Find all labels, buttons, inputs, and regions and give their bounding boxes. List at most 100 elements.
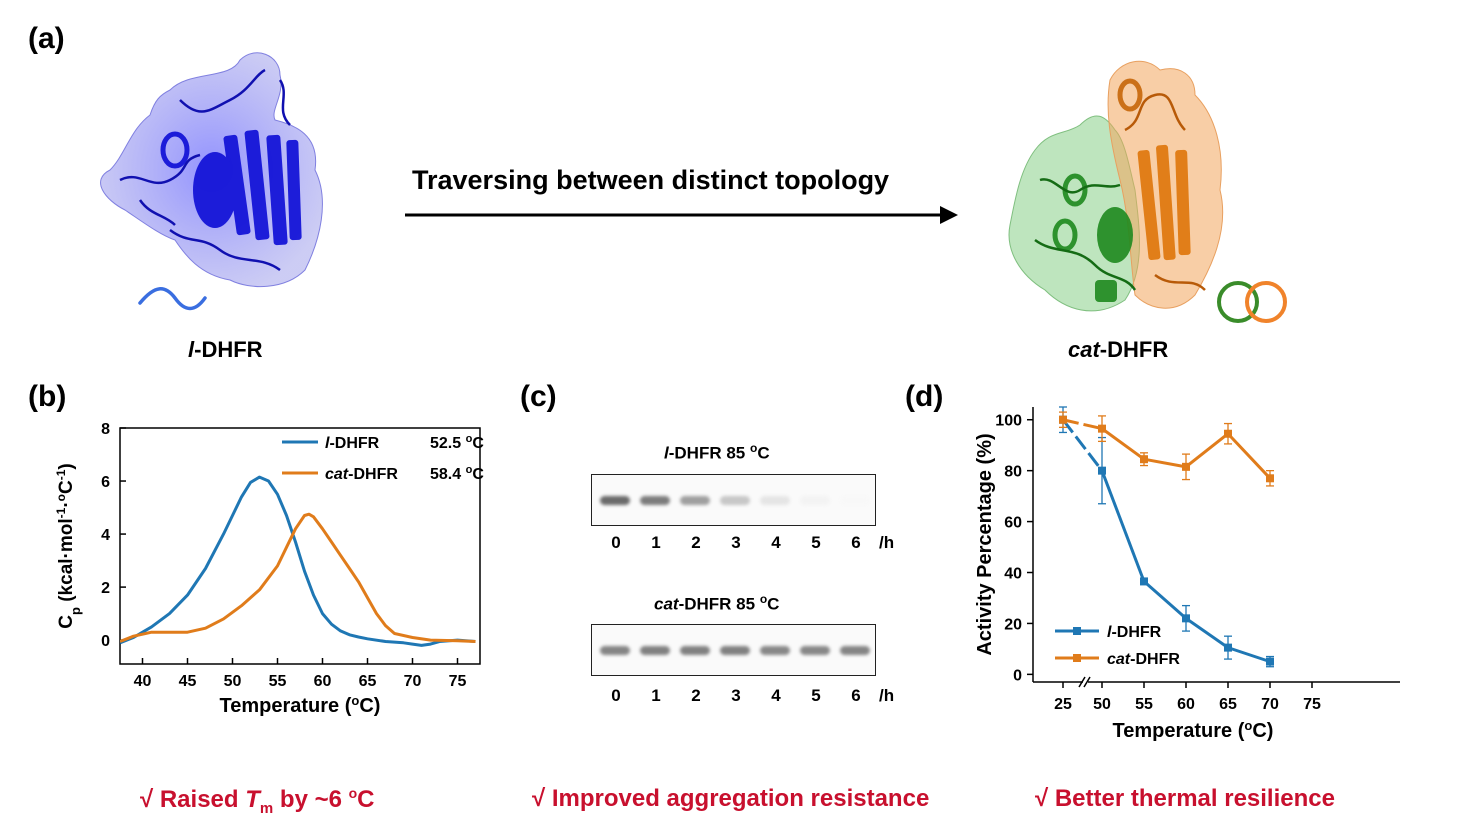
gel-band: [680, 646, 710, 655]
x-tick-label: 60: [1177, 696, 1195, 713]
lane-label: 2: [691, 533, 701, 552]
y-tick-label: 8: [101, 421, 110, 438]
y-tick-label: 2: [101, 580, 110, 597]
series-segment-0: [1227, 646, 1271, 664]
data-point-1: [1059, 415, 1067, 424]
lane-label: 1: [651, 533, 661, 552]
x-tick-label: 70: [1261, 696, 1279, 713]
lane-label: 4: [771, 686, 781, 705]
y-tick-label: 0: [101, 633, 110, 650]
x-tick-label: 25: [1054, 696, 1072, 713]
axis-break-mark: [1078, 676, 1086, 688]
gel2-lane-labels: 0 1 2 3 4 5 6/h: [591, 686, 901, 710]
cat-dhfr-name: cat-DHFR: [1068, 337, 1169, 362]
lane-label: 3: [731, 533, 741, 552]
data-point-0: [1140, 577, 1148, 586]
gel-band: [720, 646, 750, 655]
legend-label-0: l-DHFR: [325, 435, 380, 452]
x-tick-label: 65: [1219, 696, 1237, 713]
series-segment-1: [1101, 427, 1145, 461]
series-segment-1: [1062, 418, 1103, 431]
y-tick-label: 20: [1004, 616, 1022, 633]
lane-label: 0: [611, 686, 621, 705]
gel-band: [800, 646, 830, 655]
series-line-1: [120, 512, 476, 643]
lane-label: 4: [771, 533, 781, 552]
activity-vs-temperature-chart: 25 50 55 60 65 70 75 0 20 40 60 80 100 Temperature (o…: [974, 406, 1400, 743]
x-tick-label: 40: [134, 673, 152, 690]
series-segment-1: [1226, 432, 1272, 480]
gel1-image: [591, 474, 876, 526]
data-point-1: [1266, 474, 1274, 483]
lane-label: 3: [731, 686, 741, 705]
y-tick-label: 80: [1004, 464, 1022, 481]
legend-tm-0: 52.5 oC: [430, 433, 484, 452]
l-dhfr-structure-image: [100, 52, 323, 311]
legend-label-1: cat-DHFR: [325, 466, 398, 483]
x-tick-label: 70: [404, 673, 422, 690]
data-point-0: [1098, 466, 1106, 475]
x-tick-label: 45: [179, 673, 197, 690]
lane-label: 0: [611, 533, 621, 552]
gel-band: [760, 496, 790, 505]
cat-dhfr-structure-image: [1008, 60, 1287, 323]
lane-label: 5: [811, 533, 821, 552]
y-tick-label: 6: [101, 474, 110, 491]
y-axis-label: Cp (kcal·mol-1·oC-1): [54, 463, 83, 628]
data-point-0: [1266, 657, 1274, 666]
gel-band: [840, 496, 870, 505]
panel-a-label: (a): [28, 22, 65, 55]
series-segment-1: [1143, 457, 1187, 469]
legend-marker-1: [1073, 654, 1081, 662]
cp-vs-temperature-chart: 40 45 50 55 60 65 70 75 0 2 4 6 8 Temperature (oC) Cp …: [54, 421, 484, 718]
gel2-title: cat-DHFR 85 oC: [654, 592, 780, 614]
x-tick-label: 55: [269, 673, 287, 690]
x-tick-label: 75: [449, 673, 467, 690]
aggregation-claim: √ Improved aggregation resistance: [532, 785, 930, 812]
series-segment-0: [1061, 418, 1104, 472]
x-axis-label: Temperature (oC): [220, 693, 381, 718]
y-tick-label: 0: [1013, 667, 1022, 684]
gel-band: [800, 496, 830, 505]
gel-band: [640, 646, 670, 655]
panel-c-label: (c): [520, 380, 557, 413]
lane-label: 6: [851, 533, 861, 552]
gel-band: [840, 646, 870, 655]
l-dhfr-name: l-DHFR: [188, 337, 263, 362]
y-tick-label: 4: [101, 527, 110, 544]
y-tick-label: 60: [1004, 515, 1022, 532]
tm-claim: √ Raised Tm by ~6 oC: [140, 785, 375, 817]
lane-unit-label: /h: [879, 533, 895, 552]
y-tick-label: 40: [1004, 566, 1022, 583]
series-segment-0: [1143, 580, 1187, 620]
data-point-0: [1224, 643, 1232, 652]
lane-unit-label: /h: [879, 686, 895, 705]
x-tick-label: 50: [224, 673, 242, 690]
gel1-title: l-DHFR 85 oC: [664, 441, 770, 463]
panel-b-label: (b): [28, 380, 67, 413]
topology-arrow: [405, 206, 958, 224]
legend-label-0: l-DHFR: [1107, 624, 1162, 641]
lane-label: 2: [691, 686, 701, 705]
gel-band: [760, 646, 790, 655]
data-point-1: [1098, 424, 1106, 433]
series-line-0: [120, 475, 476, 647]
gel-band: [600, 646, 630, 655]
x-tick-label: 75: [1303, 696, 1321, 713]
data-point-1: [1224, 429, 1232, 438]
axis-break-mark: [1083, 676, 1091, 688]
gel2-image: [591, 624, 876, 676]
series-segment-1: [1185, 432, 1229, 469]
y-axis-label: Activity Percentage (%): [974, 433, 996, 655]
panel-d-label: (d): [905, 380, 944, 413]
resilience-claim: √ Better thermal resilience: [1035, 785, 1335, 812]
lane-label: 6: [851, 686, 861, 705]
lane-label: 5: [811, 686, 821, 705]
lane-label: 1: [651, 686, 661, 705]
gel-band: [640, 496, 670, 505]
x-tick-label: 60: [314, 673, 332, 690]
x-axis-label: Temperature (oC): [1113, 718, 1274, 743]
series-segment-0: [1185, 617, 1229, 649]
plot-frame: [119, 427, 481, 665]
gel-band: [680, 496, 710, 505]
